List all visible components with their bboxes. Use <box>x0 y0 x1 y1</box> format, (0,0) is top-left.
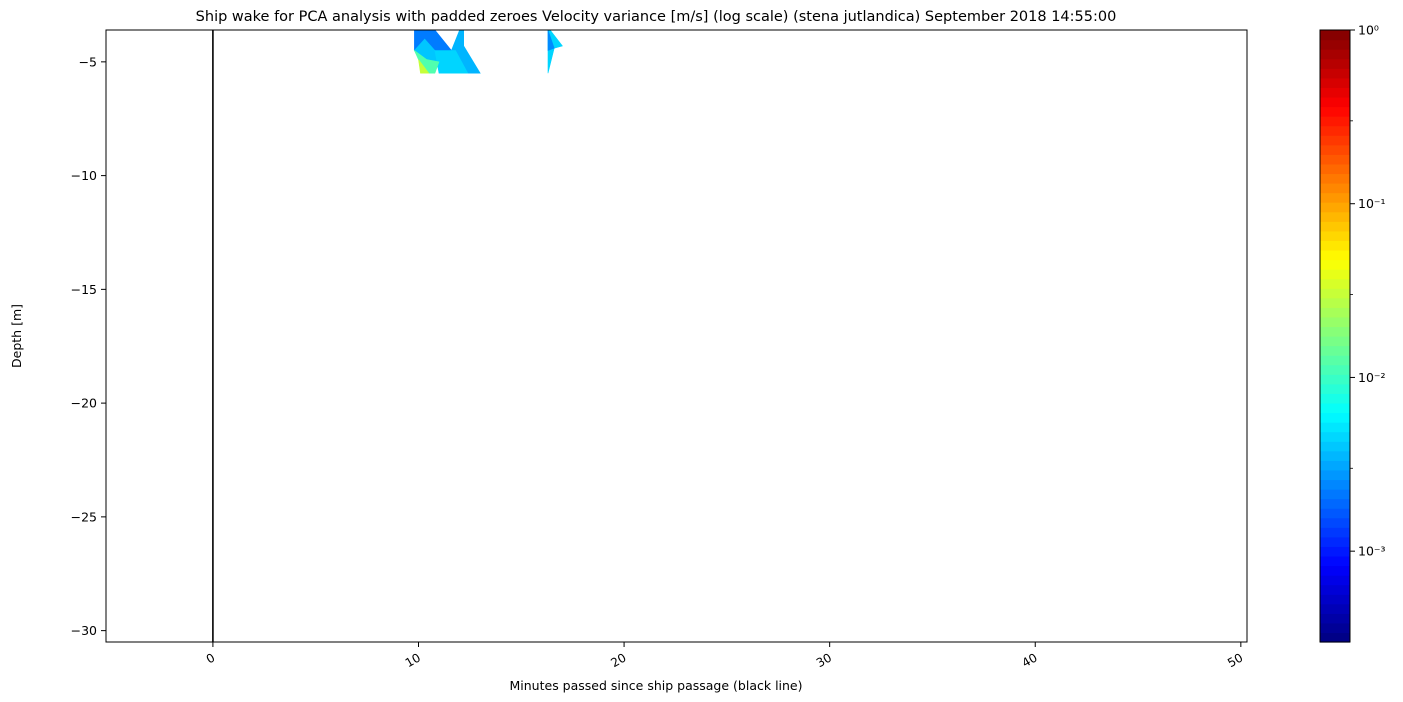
colorbar-band <box>1320 192 1350 203</box>
x-axis-label: Minutes passed since ship passage (black… <box>510 678 803 693</box>
wake-patch <box>418 59 430 74</box>
plot-frame <box>105 29 1248 643</box>
y-tick-label: −20 <box>71 396 97 411</box>
colorbar-band <box>1320 374 1350 385</box>
colorbar-tick-label: 10⁻³ <box>1358 544 1386 559</box>
colorbar-band <box>1320 135 1350 146</box>
colorbar-band <box>1320 211 1350 222</box>
colorbar-band <box>1320 240 1350 251</box>
colorbar-band <box>1320 39 1350 50</box>
colorbar-band <box>1320 230 1350 241</box>
colorbar-band <box>1320 68 1350 79</box>
colorbar-band <box>1320 441 1350 452</box>
colorbar-band <box>1320 383 1350 394</box>
x-tick-label: 40 <box>1020 650 1040 670</box>
colorbar-band <box>1320 594 1350 605</box>
colorbar-band <box>1320 202 1350 213</box>
colorbar-band <box>1320 355 1350 366</box>
colorbar-band <box>1320 632 1350 643</box>
colorbar-band <box>1320 173 1350 184</box>
colorbar-gradient <box>1320 30 1350 643</box>
colorbar-band <box>1320 77 1350 88</box>
colorbar-frame <box>1319 29 1351 643</box>
colorbar-band <box>1320 508 1350 519</box>
plot-area <box>106 30 1247 642</box>
colorbar-tick-label: 10⁻² <box>1358 370 1386 385</box>
colorbar-band <box>1320 316 1350 328</box>
colorbar-tick-label: 10⁻¹ <box>1358 196 1386 211</box>
colorbar-band <box>1320 278 1350 289</box>
x-tick-label: 0 <box>204 650 218 666</box>
colorbar-band <box>1320 460 1350 471</box>
colorbar-band <box>1320 364 1350 375</box>
colorbar-band <box>1320 498 1350 509</box>
colorbar-band <box>1320 422 1350 433</box>
colorbar-band <box>1320 412 1350 423</box>
colorbar-band <box>1320 584 1350 595</box>
colorbar-band <box>1320 221 1350 232</box>
colorbar-band <box>1320 154 1350 165</box>
colorbar-band <box>1320 393 1350 404</box>
colorbar-band <box>1320 555 1350 567</box>
x-tick-label: 20 <box>608 650 628 670</box>
colorbar-band <box>1320 116 1350 127</box>
wake-patch <box>434 50 469 74</box>
x-tick-label: 30 <box>814 650 834 670</box>
colorbar-band <box>1320 603 1350 614</box>
colorbar-band <box>1320 297 1350 308</box>
colorbar-band <box>1320 536 1350 547</box>
colorbar-band <box>1320 469 1350 481</box>
colorbar-ticks: 10⁻³ 10⁻² 10⁻¹ 10⁰ <box>1350 23 1386 559</box>
colorbar-band <box>1320 96 1350 108</box>
colorbar-band <box>1320 49 1350 60</box>
colorbar-band <box>1320 288 1350 299</box>
wake-patches <box>413 30 563 74</box>
colorbar-band <box>1320 622 1350 634</box>
y-tick-label: −30 <box>71 623 97 638</box>
colorbar-band <box>1320 125 1350 136</box>
colorbar-band <box>1320 517 1350 528</box>
y-tick-label: −15 <box>71 282 97 297</box>
y-tick-label: −5 <box>79 54 97 69</box>
colorbar-band <box>1320 249 1350 261</box>
colorbar-band <box>1320 30 1350 41</box>
colorbar-band <box>1320 87 1350 98</box>
colorbar-band <box>1320 565 1350 576</box>
x-tick-label: 50 <box>1225 650 1245 670</box>
colorbar-band <box>1320 163 1350 175</box>
chart-title: Ship wake for PCA analysis with padded z… <box>196 9 1117 25</box>
colorbar-band <box>1320 575 1350 586</box>
wake-patch <box>547 30 555 51</box>
colorbar-band <box>1320 402 1350 414</box>
colorbar-band <box>1320 450 1350 461</box>
colorbar-band <box>1320 183 1350 194</box>
colorbar-band <box>1320 58 1350 69</box>
colorbar-band <box>1320 527 1350 538</box>
colorbar: 10⁻³ 10⁻² 10⁻¹ 10⁰ <box>1319 23 1386 643</box>
y-tick-label: −25 <box>71 509 97 524</box>
y-axis-ticks: −5 −10 −15 −20 −25 −30 <box>71 54 106 638</box>
colorbar-band <box>1320 336 1350 347</box>
colorbar-band <box>1320 106 1350 117</box>
colorbar-band <box>1320 269 1350 280</box>
colorbar-band <box>1320 307 1350 318</box>
colorbar-band <box>1320 326 1350 337</box>
colorbar-tick-label: 10⁰ <box>1358 23 1379 38</box>
y-tick-label: −10 <box>71 168 97 183</box>
x-tick-label: 10 <box>403 650 423 670</box>
colorbar-band <box>1320 259 1350 270</box>
x-axis-ticks: 0 10 20 30 40 50 <box>204 642 1245 670</box>
colorbar-band <box>1320 479 1350 490</box>
colorbar-band <box>1320 546 1350 557</box>
y-axis-label: Depth [m] <box>9 304 24 368</box>
colorbar-band <box>1320 431 1350 442</box>
colorbar-band <box>1320 613 1350 624</box>
colorbar-band <box>1320 345 1350 356</box>
colorbar-band <box>1320 489 1350 500</box>
colorbar-band <box>1320 144 1350 155</box>
